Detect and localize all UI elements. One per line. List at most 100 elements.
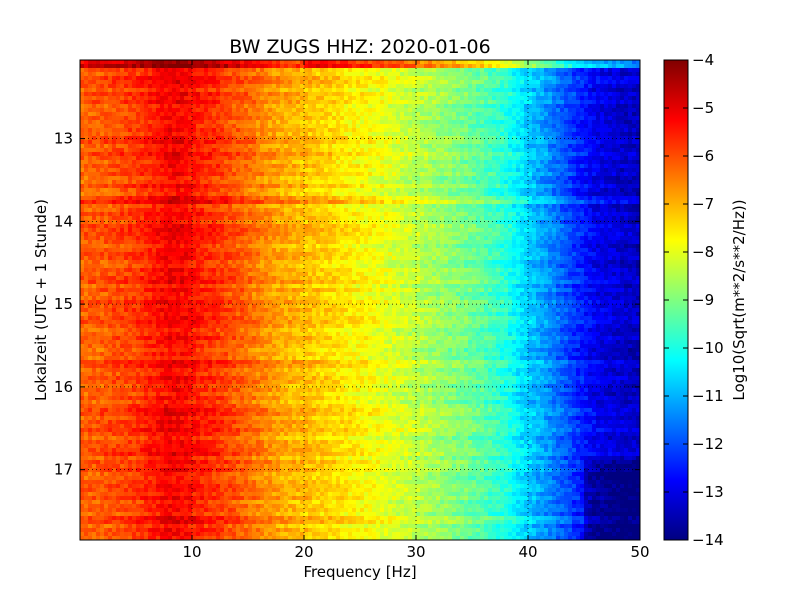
heatmap-cell — [228, 188, 233, 193]
heatmap-cell — [600, 68, 605, 73]
heatmap-cell — [428, 200, 433, 205]
heatmap-cell — [476, 180, 481, 185]
heatmap-cell — [136, 88, 141, 93]
heatmap-cell — [604, 188, 609, 193]
heatmap-cell — [516, 112, 521, 117]
heatmap-cell — [156, 60, 161, 65]
heatmap-cell — [136, 92, 141, 97]
heatmap-cell — [224, 84, 229, 89]
heatmap-cell — [364, 196, 369, 201]
heatmap-cell — [608, 80, 613, 85]
heatmap-cell — [80, 72, 85, 77]
heatmap-cell — [400, 200, 405, 205]
heatmap-cell — [184, 112, 189, 117]
heatmap-cell — [496, 160, 501, 165]
heatmap-cell — [176, 196, 181, 201]
heatmap-cell — [428, 192, 433, 197]
heatmap-cell — [588, 188, 593, 193]
heatmap-cell — [636, 152, 640, 157]
heatmap-cell — [176, 132, 181, 137]
heatmap-cell — [304, 136, 309, 141]
heatmap-cell — [188, 140, 193, 145]
heatmap-cell — [388, 128, 393, 133]
heatmap-cell — [404, 64, 409, 69]
heatmap-cell — [336, 136, 341, 141]
heatmap-cell — [560, 164, 565, 169]
heatmap-cell — [136, 68, 141, 73]
heatmap-cell — [80, 116, 85, 121]
heatmap-cell — [296, 192, 301, 197]
heatmap-cell — [204, 168, 209, 173]
heatmap-cell — [300, 152, 305, 157]
heatmap-cell — [576, 112, 581, 117]
heatmap-cell — [376, 144, 381, 149]
heatmap-cell — [556, 60, 561, 65]
heatmap-cell — [156, 76, 161, 81]
heatmap-cell — [408, 100, 413, 105]
heatmap-cell — [396, 96, 401, 101]
heatmap-cell — [80, 180, 85, 185]
heatmap-cell — [356, 60, 361, 65]
heatmap-cell — [276, 124, 281, 129]
heatmap-cell — [560, 84, 565, 89]
heatmap-cell — [124, 80, 129, 85]
heatmap-cell — [100, 140, 105, 145]
heatmap-cell — [468, 188, 473, 193]
heatmap-cell — [424, 136, 429, 141]
heatmap-cell — [140, 120, 145, 125]
heatmap-cell — [344, 112, 349, 117]
heatmap-cell — [224, 64, 229, 69]
heatmap-cell — [596, 80, 601, 85]
heatmap-cell — [216, 184, 221, 189]
heatmap-cell — [352, 188, 357, 193]
heatmap-cell — [368, 76, 373, 81]
heatmap-cell — [120, 100, 125, 105]
heatmap-cell — [344, 80, 349, 85]
heatmap-cell — [96, 100, 101, 105]
heatmap-cell — [204, 128, 209, 133]
heatmap-cell — [564, 68, 569, 73]
heatmap-cell — [432, 176, 437, 181]
heatmap-cell — [540, 60, 545, 65]
heatmap-cell — [92, 164, 97, 169]
heatmap-cell — [480, 156, 485, 161]
heatmap-cell — [172, 192, 177, 197]
heatmap-cell — [636, 96, 640, 101]
heatmap-cell — [592, 92, 597, 97]
heatmap-cell — [368, 152, 373, 157]
heatmap-cell — [624, 128, 629, 133]
heatmap-cell — [600, 88, 605, 93]
heatmap-cell — [564, 60, 569, 65]
heatmap-cell — [592, 172, 597, 177]
heatmap-cell — [568, 164, 573, 169]
heatmap-cell — [472, 156, 477, 161]
heatmap-cell — [276, 156, 281, 161]
heatmap-cell — [200, 188, 205, 193]
heatmap-cell — [112, 144, 117, 149]
heatmap-cell — [636, 180, 640, 185]
heatmap-cell — [536, 180, 541, 185]
heatmap-cell — [452, 96, 457, 101]
heatmap-cell — [628, 172, 633, 177]
heatmap-cell — [224, 132, 229, 137]
heatmap-cell — [368, 120, 373, 125]
heatmap-cell — [160, 108, 165, 113]
heatmap-cell — [488, 120, 493, 125]
heatmap-cell — [596, 84, 601, 89]
heatmap-cell — [460, 160, 465, 165]
heatmap-cell — [616, 184, 621, 189]
heatmap-cell — [400, 128, 405, 133]
heatmap-cell — [384, 92, 389, 97]
heatmap-cell — [248, 60, 253, 65]
heatmap-cell — [116, 108, 121, 113]
heatmap-cell — [148, 60, 153, 65]
heatmap-cell — [584, 112, 589, 117]
heatmap-cell — [272, 160, 277, 165]
heatmap-cell — [380, 88, 385, 93]
heatmap-cell — [532, 92, 537, 97]
heatmap-cell — [560, 72, 565, 77]
heatmap-cell — [240, 172, 245, 177]
heatmap-cell — [228, 88, 233, 93]
heatmap-cell — [360, 64, 365, 69]
heatmap-cell — [400, 180, 405, 185]
